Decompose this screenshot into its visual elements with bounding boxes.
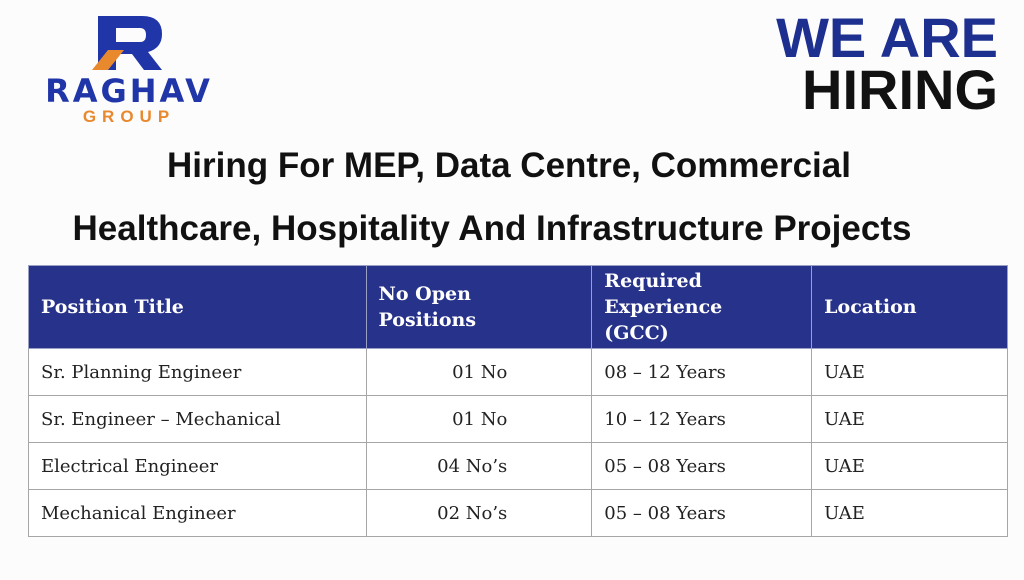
headline: Hiring For MEP, Data Centre, Commercial	[167, 146, 851, 185]
table-cell: 05 – 08 Years	[591, 442, 813, 490]
logo-name: RAGHAV	[45, 72, 213, 110]
header-text: Location	[824, 296, 917, 318]
logo-subtitle: GROUP	[82, 107, 176, 126]
table-row: Electrical Engineer 04 No’s 05 – 08 Years U…	[28, 442, 1008, 490]
headline: Healthcare, Hospitality And Infrastructu…	[72, 209, 912, 248]
table-row: Mechanical Engineer 02 No’s 05 – 08 Years U…	[28, 489, 1008, 537]
banner-line: HIRING	[802, 58, 998, 121]
header-text: Required Experience (GCC)	[604, 270, 723, 344]
header-text: No Open Positions	[378, 283, 477, 331]
table-cell: Mechanical Engineer	[28, 489, 367, 537]
table-cell: UAE	[811, 348, 1008, 396]
table-cell: UAE	[811, 442, 1008, 490]
table-cell: 08 – 12 Years	[591, 348, 813, 396]
header-text: Position Title	[41, 296, 184, 318]
table-cell: 01 No	[365, 395, 593, 443]
table-cell: 10 – 12 Years	[591, 395, 813, 443]
table-cell: UAE	[811, 395, 1008, 443]
header-cell: Position Title	[28, 265, 367, 349]
logo-icon	[92, 16, 162, 70]
table-cell: Sr. Engineer – Mechanical	[28, 395, 367, 443]
table-cell: Electrical Engineer	[28, 442, 367, 490]
table-cell: 04 No’s	[365, 442, 593, 490]
table-row: Sr. Engineer – Mechanical 01 No 10 – 12 Ye…	[28, 395, 1008, 443]
table-row: Sr. Planning Engineer 01 No 08 – 12 Years U…	[28, 348, 1008, 396]
header-row: Position Title No Open Positions Required …	[28, 265, 1008, 349]
table-cell: UAE	[811, 489, 1008, 537]
table-cell: 02 No’s	[365, 489, 593, 537]
header-cell: Required Experience (GCC)	[591, 265, 813, 349]
table-cell: 01 No	[365, 348, 593, 396]
header-cell: Location	[811, 265, 1008, 349]
table-cell: 05 – 08 Years	[591, 489, 813, 537]
table-cell: Sr. Planning Engineer	[28, 348, 367, 396]
jobs-table: Position Title No Open Positions Required …	[28, 265, 1008, 537]
header-cell: No Open Positions	[365, 265, 593, 349]
banner-line: WE ARE	[776, 6, 998, 69]
